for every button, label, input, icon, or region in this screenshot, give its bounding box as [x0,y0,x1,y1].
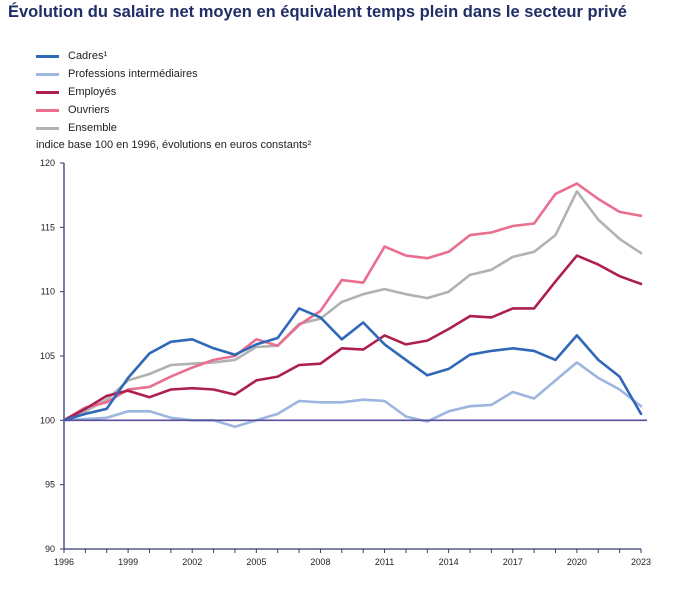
series-line-professions-intermediaires [62,361,643,429]
legend-label-employes: Employés [68,86,117,98]
chart-legend: Cadres¹ Professions intermédiaires Emplo… [36,47,198,137]
x-tick-label: 2011 [375,557,394,567]
legend-label-ouvriers: Ouvriers [68,104,110,116]
y-tick-label: 120 [40,158,55,168]
series-line-employes [62,254,643,422]
legend-swatch-ensemble [36,126,59,130]
y-tick-label: 95 [45,480,55,490]
y-tick-label: 110 [41,287,55,297]
x-tick-label: 1996 [54,557,74,567]
x-tick-label: 2023 [631,557,651,567]
legend-swatch-cadres [36,54,59,58]
x-tick-label: 2008 [310,557,330,567]
y-tick-label: 115 [41,222,55,232]
x-tick-label: 1999 [118,557,138,567]
legend-item-ouvriers: Ouvriers [36,101,198,119]
x-tick-label: 2002 [182,557,202,567]
series-line-ensemble [62,190,643,422]
legend-item-ensemble: Ensemble [36,119,198,137]
legend-label-professions-intermediaires: Professions intermédiaires [68,68,198,80]
series-line-cadres [62,307,643,422]
legend-label-cadres: Cadres¹ [68,50,108,62]
y-tick-label: 105 [40,351,55,361]
series-line-ouvriers [62,182,643,422]
legend-item-professions-intermediaires: Professions intermédiaires [36,65,198,83]
y-axis-title: indice base 100 en 1996, évolutions en e… [36,139,312,151]
x-tick-label: 2020 [567,557,587,567]
x-tick-label: 2017 [503,557,523,567]
legend-swatch-professions-intermediaires [36,72,59,76]
legend-item-employes: Employés [36,83,198,101]
legend-swatch-ouvriers [36,108,59,112]
legend-label-ensemble: Ensemble [68,122,117,134]
chart-title: Évolution du salaire net moyen en équiva… [8,3,627,21]
legend-item-cadres: Cadres¹ [36,47,198,65]
x-tick-label: 2005 [246,557,266,567]
legend-swatch-employes [36,90,59,94]
x-tick-label: 2014 [439,557,459,567]
y-tick-label: 100 [40,415,55,425]
y-tick-label: 90 [45,544,55,554]
